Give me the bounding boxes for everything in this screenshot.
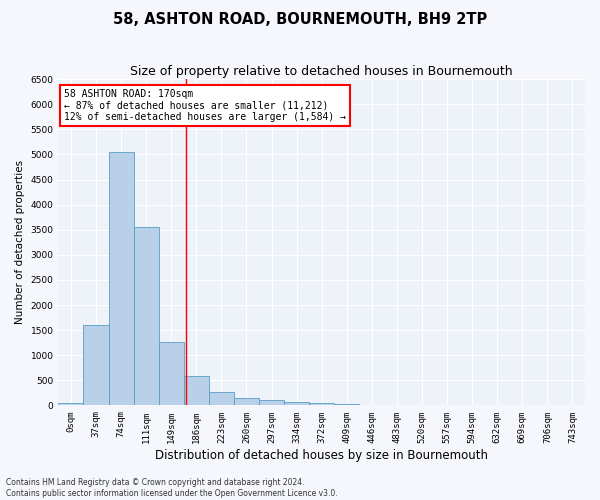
Text: 58, ASHTON ROAD, BOURNEMOUTH, BH9 2TP: 58, ASHTON ROAD, BOURNEMOUTH, BH9 2TP (113, 12, 487, 28)
Bar (284, 402, 309, 406)
Bar (109, 152, 134, 406)
X-axis label: Distribution of detached houses by size in Bournemouth: Distribution of detached houses by size … (155, 450, 488, 462)
Bar (58, 403, 83, 406)
Bar (134, 227, 159, 406)
Text: Contains HM Land Registry data © Crown copyright and database right 2024.
Contai: Contains HM Land Registry data © Crown c… (6, 478, 338, 498)
Y-axis label: Number of detached properties: Number of detached properties (15, 160, 25, 324)
Bar (209, 392, 234, 406)
Bar (309, 403, 334, 406)
Bar (159, 342, 184, 406)
Text: 58 ASHTON ROAD: 170sqm
← 87% of detached houses are smaller (11,212)
12% of semi: 58 ASHTON ROAD: 170sqm ← 87% of detached… (64, 89, 346, 122)
Bar (184, 376, 209, 406)
Title: Size of property relative to detached houses in Bournemouth: Size of property relative to detached ho… (130, 65, 513, 78)
Bar (334, 404, 359, 406)
Bar (83, 325, 109, 406)
Bar (234, 398, 259, 406)
Bar (259, 400, 284, 406)
Bar (359, 405, 385, 406)
